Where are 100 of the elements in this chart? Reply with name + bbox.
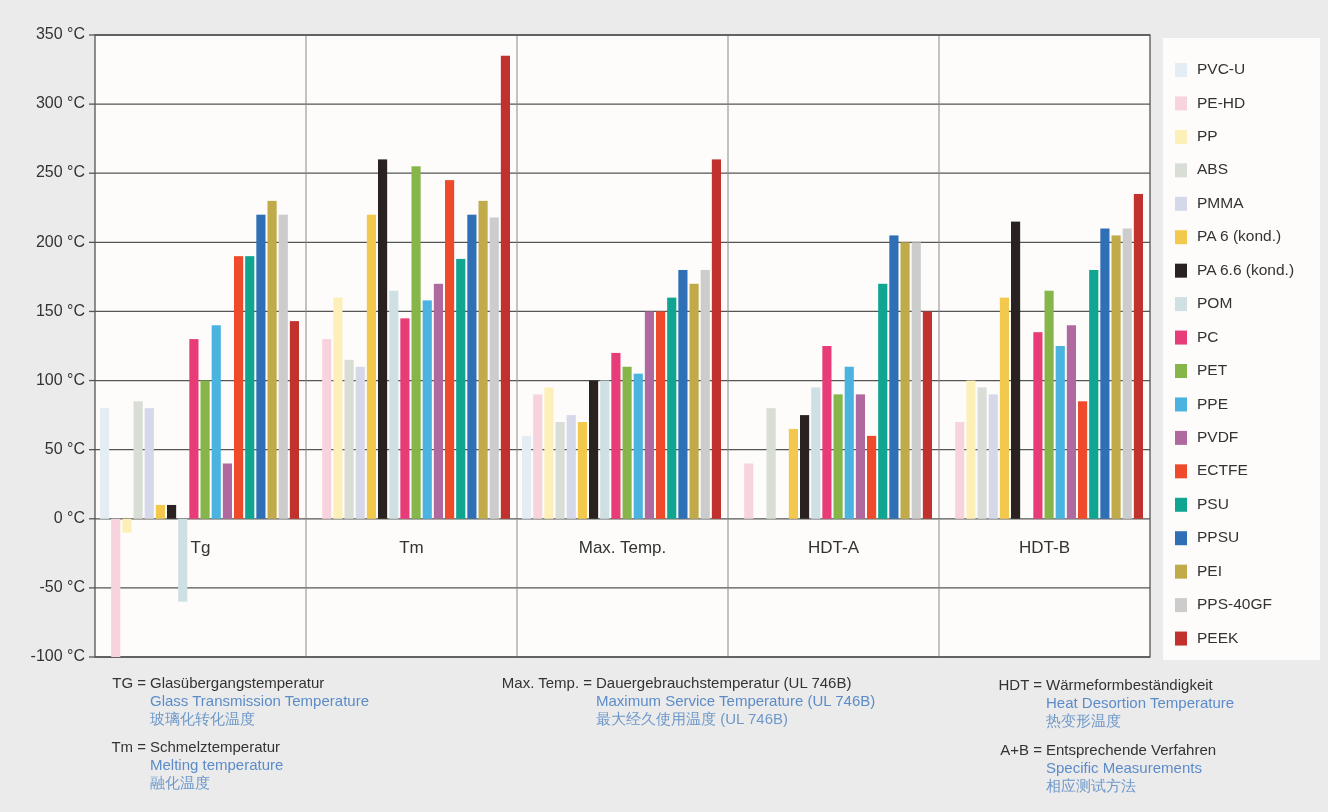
bar	[333, 297, 343, 519]
bar	[222, 463, 232, 519]
bar	[544, 387, 554, 519]
legend-label: PVC-U	[1197, 60, 1246, 78]
legend-label: PA 6 (kond.)	[1197, 227, 1282, 245]
bar	[889, 235, 899, 519]
bar	[600, 380, 610, 519]
legend-label: PEEK	[1197, 628, 1240, 646]
bar	[289, 321, 299, 519]
bar	[133, 401, 143, 519]
bar	[1100, 228, 1110, 519]
bar	[1044, 290, 1054, 519]
legend-label: PPE	[1197, 394, 1229, 412]
y-tick-label: -100 °C	[30, 647, 85, 665]
bar	[566, 415, 576, 519]
bar	[144, 408, 154, 519]
bar	[656, 311, 666, 519]
bar	[533, 394, 543, 519]
bar	[977, 387, 987, 519]
bar	[422, 300, 432, 519]
legend-label: PE-HD	[1197, 93, 1246, 111]
y-tick-label: 50 °C	[44, 439, 85, 457]
bar	[267, 200, 277, 519]
text: Dauergebrauchstemperatur (UL 746B)	[596, 674, 852, 691]
y-tick-label: 300 °C	[35, 94, 85, 112]
text: Melting temperature	[150, 756, 284, 773]
text: TG =	[112, 674, 147, 691]
bar	[155, 504, 165, 519]
legend-label: PVDF	[1197, 427, 1239, 445]
bar	[922, 311, 932, 519]
bar	[1111, 235, 1121, 519]
bar	[678, 269, 688, 519]
legend-label: PSU	[1197, 494, 1229, 512]
bar	[900, 242, 910, 519]
bar	[878, 283, 888, 519]
bar	[911, 242, 921, 519]
x-tick-label: Max. Temp.	[578, 537, 667, 557]
bar	[478, 200, 488, 519]
bar	[234, 256, 244, 519]
bar	[178, 518, 188, 602]
bar	[256, 214, 266, 519]
bar	[122, 518, 132, 533]
bar	[378, 159, 388, 519]
text: Wärmeformbeständigkeit	[1046, 676, 1214, 693]
text: 最大经久使用温度 (UL 746B)	[596, 710, 788, 727]
bar	[167, 504, 177, 519]
bar	[966, 380, 976, 519]
bar	[366, 214, 376, 519]
bar	[189, 339, 199, 519]
bar	[844, 366, 854, 519]
bar	[955, 422, 965, 519]
bar	[577, 422, 587, 519]
bar	[711, 159, 721, 519]
bar	[100, 408, 110, 519]
legend-label: PMMA	[1197, 193, 1245, 211]
bar	[278, 214, 288, 519]
bar	[245, 256, 255, 519]
bar	[700, 269, 710, 519]
y-tick-label: 200 °C	[35, 232, 85, 250]
legend-label: PA 6.6 (kond.)	[1197, 260, 1295, 278]
legend-label: POM	[1197, 294, 1233, 312]
text: Entsprechende Verfahren	[1046, 741, 1217, 758]
bar	[633, 373, 643, 519]
bar	[211, 325, 221, 519]
bar	[589, 380, 599, 519]
bar	[445, 180, 455, 519]
y-tick-label: -50 °C	[39, 578, 85, 596]
legend-label: PPS-40GF	[1197, 595, 1272, 613]
bar	[822, 346, 832, 519]
legend-label: PP	[1197, 126, 1218, 144]
bar	[1033, 332, 1043, 519]
bar	[456, 258, 466, 519]
legend-label: PPSU	[1197, 528, 1240, 546]
y-tick-label: 250 °C	[35, 163, 85, 181]
x-tick-label: Tm	[399, 537, 424, 557]
bar	[467, 214, 477, 519]
bar	[111, 518, 121, 657]
bar	[411, 166, 421, 519]
text: 玻璃化转化温度	[150, 710, 255, 727]
bar	[389, 290, 399, 519]
bar	[855, 394, 865, 519]
bar	[988, 394, 998, 519]
text: Tm =	[111, 738, 147, 755]
bar	[355, 366, 365, 519]
text: HDT =	[998, 676, 1043, 693]
y-tick-label: 350 °C	[35, 25, 85, 43]
bar	[999, 297, 1009, 519]
y-tick-label: 100 °C	[35, 370, 85, 388]
bar	[500, 55, 510, 519]
text: 相应测试方法	[1046, 777, 1136, 794]
text: Glasübergangstemperatur	[150, 674, 325, 691]
bar	[1089, 269, 1099, 519]
bar	[766, 408, 776, 519]
y-tick-label: 150 °C	[35, 301, 85, 319]
bar	[489, 217, 499, 519]
text: 热变形温度	[1046, 712, 1121, 729]
bar	[788, 428, 798, 519]
bar	[1078, 401, 1088, 519]
bar	[811, 387, 821, 519]
bar	[644, 311, 654, 519]
